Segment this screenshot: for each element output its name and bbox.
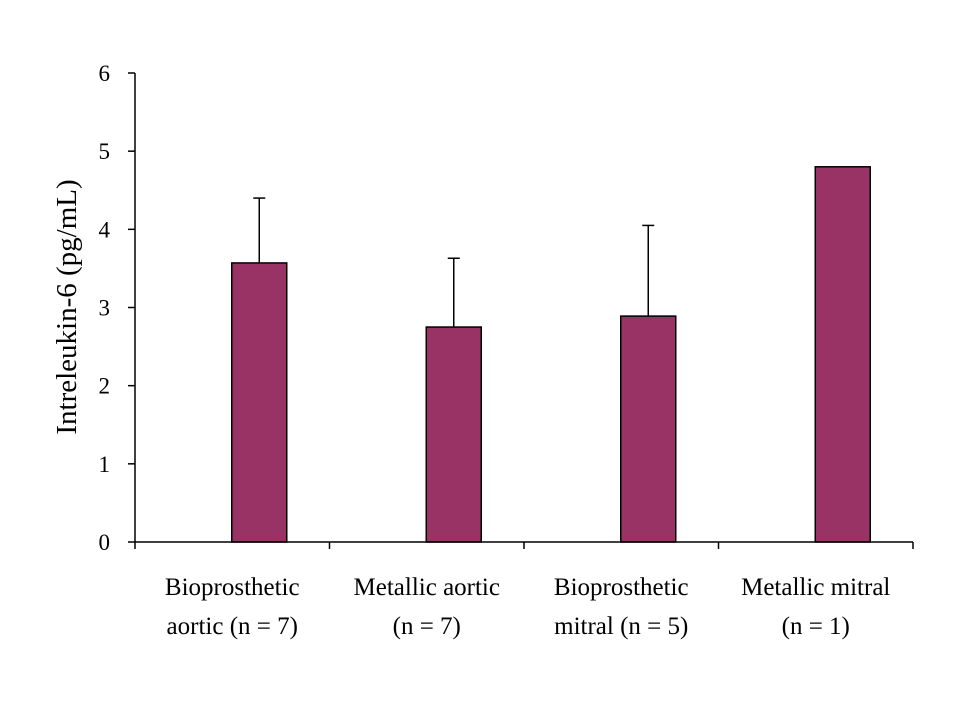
y-axis: 0 1 2 3 4 5 6 [99,61,136,555]
category-label: Metallic aortic [354,574,500,601]
category-label: aortic (n = 7) [167,613,298,640]
category-label: Metallic mitral [741,574,890,601]
x-axis [134,541,914,549]
bar [425,326,482,543]
y-tick-label: 4 [99,217,111,242]
category-label: (n = 7) [393,613,461,640]
y-tick-label: 5 [99,139,111,164]
category-label: (n = 1) [782,613,850,640]
y-tick-label: 2 [99,374,111,399]
bar [814,166,871,543]
y-tick-label: 1 [99,452,111,477]
error-bars [253,197,655,328]
bar [231,262,288,543]
category-label: Bioprosthetic [554,574,689,601]
bars [231,166,871,543]
y-tick-label: 0 [99,530,111,555]
y-tick-label: 6 [99,61,111,86]
category-label: mitral (n = 5) [554,613,688,640]
y-axis-label: Intreleukin-6 (pg/mL) [51,179,83,434]
category-labels: Bioprosthetic aortic (n = 7) Metallic aort… [165,574,891,640]
bar [620,315,677,543]
y-tick-label: 3 [99,296,111,321]
category-label: Bioprosthetic [165,574,300,601]
